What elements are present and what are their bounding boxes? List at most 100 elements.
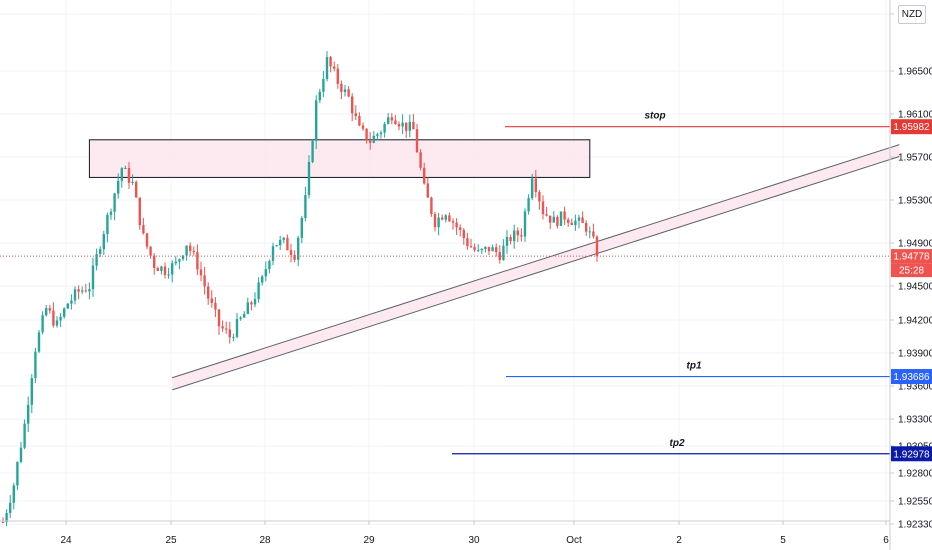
price-tick-label: 1.94200 xyxy=(898,316,932,327)
candle-body xyxy=(329,57,332,67)
stop-price-tag-bg xyxy=(891,119,932,135)
candle-body xyxy=(153,255,156,268)
candle-countdown-tag-bg xyxy=(891,263,932,278)
candle-body xyxy=(30,378,33,405)
candle-body xyxy=(1,521,5,523)
candle-body xyxy=(23,423,26,448)
candle-body xyxy=(293,254,296,260)
price-tick-label: 1.92800 xyxy=(898,469,932,480)
tp1-price-tag-bg xyxy=(891,369,932,385)
candle-body xyxy=(45,308,48,316)
candle-body xyxy=(495,247,498,252)
candle-body xyxy=(541,201,545,215)
current-price-tag: 1.94778 xyxy=(893,252,930,263)
price-axis[interactable]: 1.971.965001.961001.957001.953001.949001… xyxy=(889,0,932,550)
candle-body xyxy=(120,168,123,181)
time-tick-label: 24 xyxy=(60,535,72,546)
candle-body xyxy=(502,245,505,260)
candle-body xyxy=(304,195,307,219)
candle-body xyxy=(286,237,289,251)
candle-body xyxy=(588,231,591,233)
candle-body xyxy=(214,302,217,310)
time-tick-label: 28 xyxy=(259,535,271,546)
time-axis[interactable]: 24 25 28 29 30 Oct 2 5 6 xyxy=(0,520,890,546)
horizontal-levels[interactable]: stop tp1 tp2 xyxy=(0,111,890,455)
candle-body xyxy=(354,113,357,117)
candle-body xyxy=(250,302,253,305)
candle-body xyxy=(412,121,415,130)
candle-body xyxy=(376,134,379,136)
candle-body xyxy=(156,267,159,271)
price-tick-label: 1.92550 xyxy=(898,497,932,508)
candle-body xyxy=(174,261,177,264)
candle-body xyxy=(387,117,390,124)
candle-body xyxy=(185,245,188,256)
candle-body xyxy=(469,246,473,248)
candle-body xyxy=(246,302,249,314)
candle-body xyxy=(243,313,246,318)
tp2-price-tag: 1.92978 xyxy=(893,449,930,460)
candle-body xyxy=(531,178,534,199)
candle-body xyxy=(95,254,98,266)
candle-body xyxy=(81,290,84,292)
candle-body xyxy=(509,236,512,242)
candle-body xyxy=(264,269,267,277)
time-tick-label: 2 xyxy=(676,535,682,546)
candle-body xyxy=(397,123,401,127)
candle-body xyxy=(552,216,555,223)
candle-body xyxy=(466,238,469,247)
tp2-label: tp2 xyxy=(670,438,685,449)
candle-body xyxy=(66,303,69,309)
candle-body xyxy=(459,227,462,231)
candle-body xyxy=(113,193,116,212)
candle-body xyxy=(282,237,285,240)
candle-body xyxy=(59,316,62,321)
candle-body xyxy=(268,260,271,270)
candle-body xyxy=(117,180,120,194)
price-tick-label: 1.95300 xyxy=(898,196,932,207)
candle-body xyxy=(390,117,393,121)
candle-body xyxy=(437,217,440,228)
candle-body xyxy=(16,461,19,486)
price-tick-label: 1.94900 xyxy=(898,239,932,250)
candle-body xyxy=(279,239,282,246)
candle-body xyxy=(34,351,37,379)
candle-body xyxy=(516,230,519,236)
candle-body xyxy=(491,247,494,252)
candle-body xyxy=(333,66,336,69)
price-tick-label: 1.93300 xyxy=(898,415,932,426)
candle-body xyxy=(520,235,523,237)
price-tick-label: 1.96500 xyxy=(898,67,932,78)
candle-body xyxy=(545,214,548,216)
currency-button[interactable]: NZD xyxy=(898,5,926,24)
price-tick-label: 1.93900 xyxy=(898,349,932,360)
time-tick-label: 30 xyxy=(468,535,480,546)
candle-body xyxy=(127,168,131,183)
time-tick-label: 29 xyxy=(363,535,375,546)
candle-body xyxy=(408,121,411,131)
candle-body xyxy=(379,132,383,135)
candle-body xyxy=(203,275,206,287)
candle-body xyxy=(124,168,127,170)
candle-body xyxy=(563,211,566,220)
candle-body xyxy=(257,282,260,300)
trend-channel-lower-line xyxy=(172,155,900,391)
candle-body xyxy=(455,222,458,228)
candle-body xyxy=(574,220,577,225)
price-tick-label: 1.95700 xyxy=(898,153,932,164)
candle-body xyxy=(275,245,278,247)
tp1-price-tag: 1.93686 xyxy=(893,372,930,383)
candle-body xyxy=(48,308,51,311)
candle-body xyxy=(221,326,224,329)
candle-body xyxy=(351,96,354,114)
chart-zones[interactable] xyxy=(88,139,900,391)
stop-label: stop xyxy=(644,111,665,122)
candle-body xyxy=(595,236,599,257)
price-tags: 1.95982 1.93686 1.92978 1.94778 25:28 xyxy=(891,119,932,462)
price-tick-label: 1.94500 xyxy=(898,282,932,293)
candle-body xyxy=(484,246,487,250)
candle-body xyxy=(498,251,501,260)
candle-body xyxy=(199,269,203,276)
candle-body xyxy=(401,122,404,127)
